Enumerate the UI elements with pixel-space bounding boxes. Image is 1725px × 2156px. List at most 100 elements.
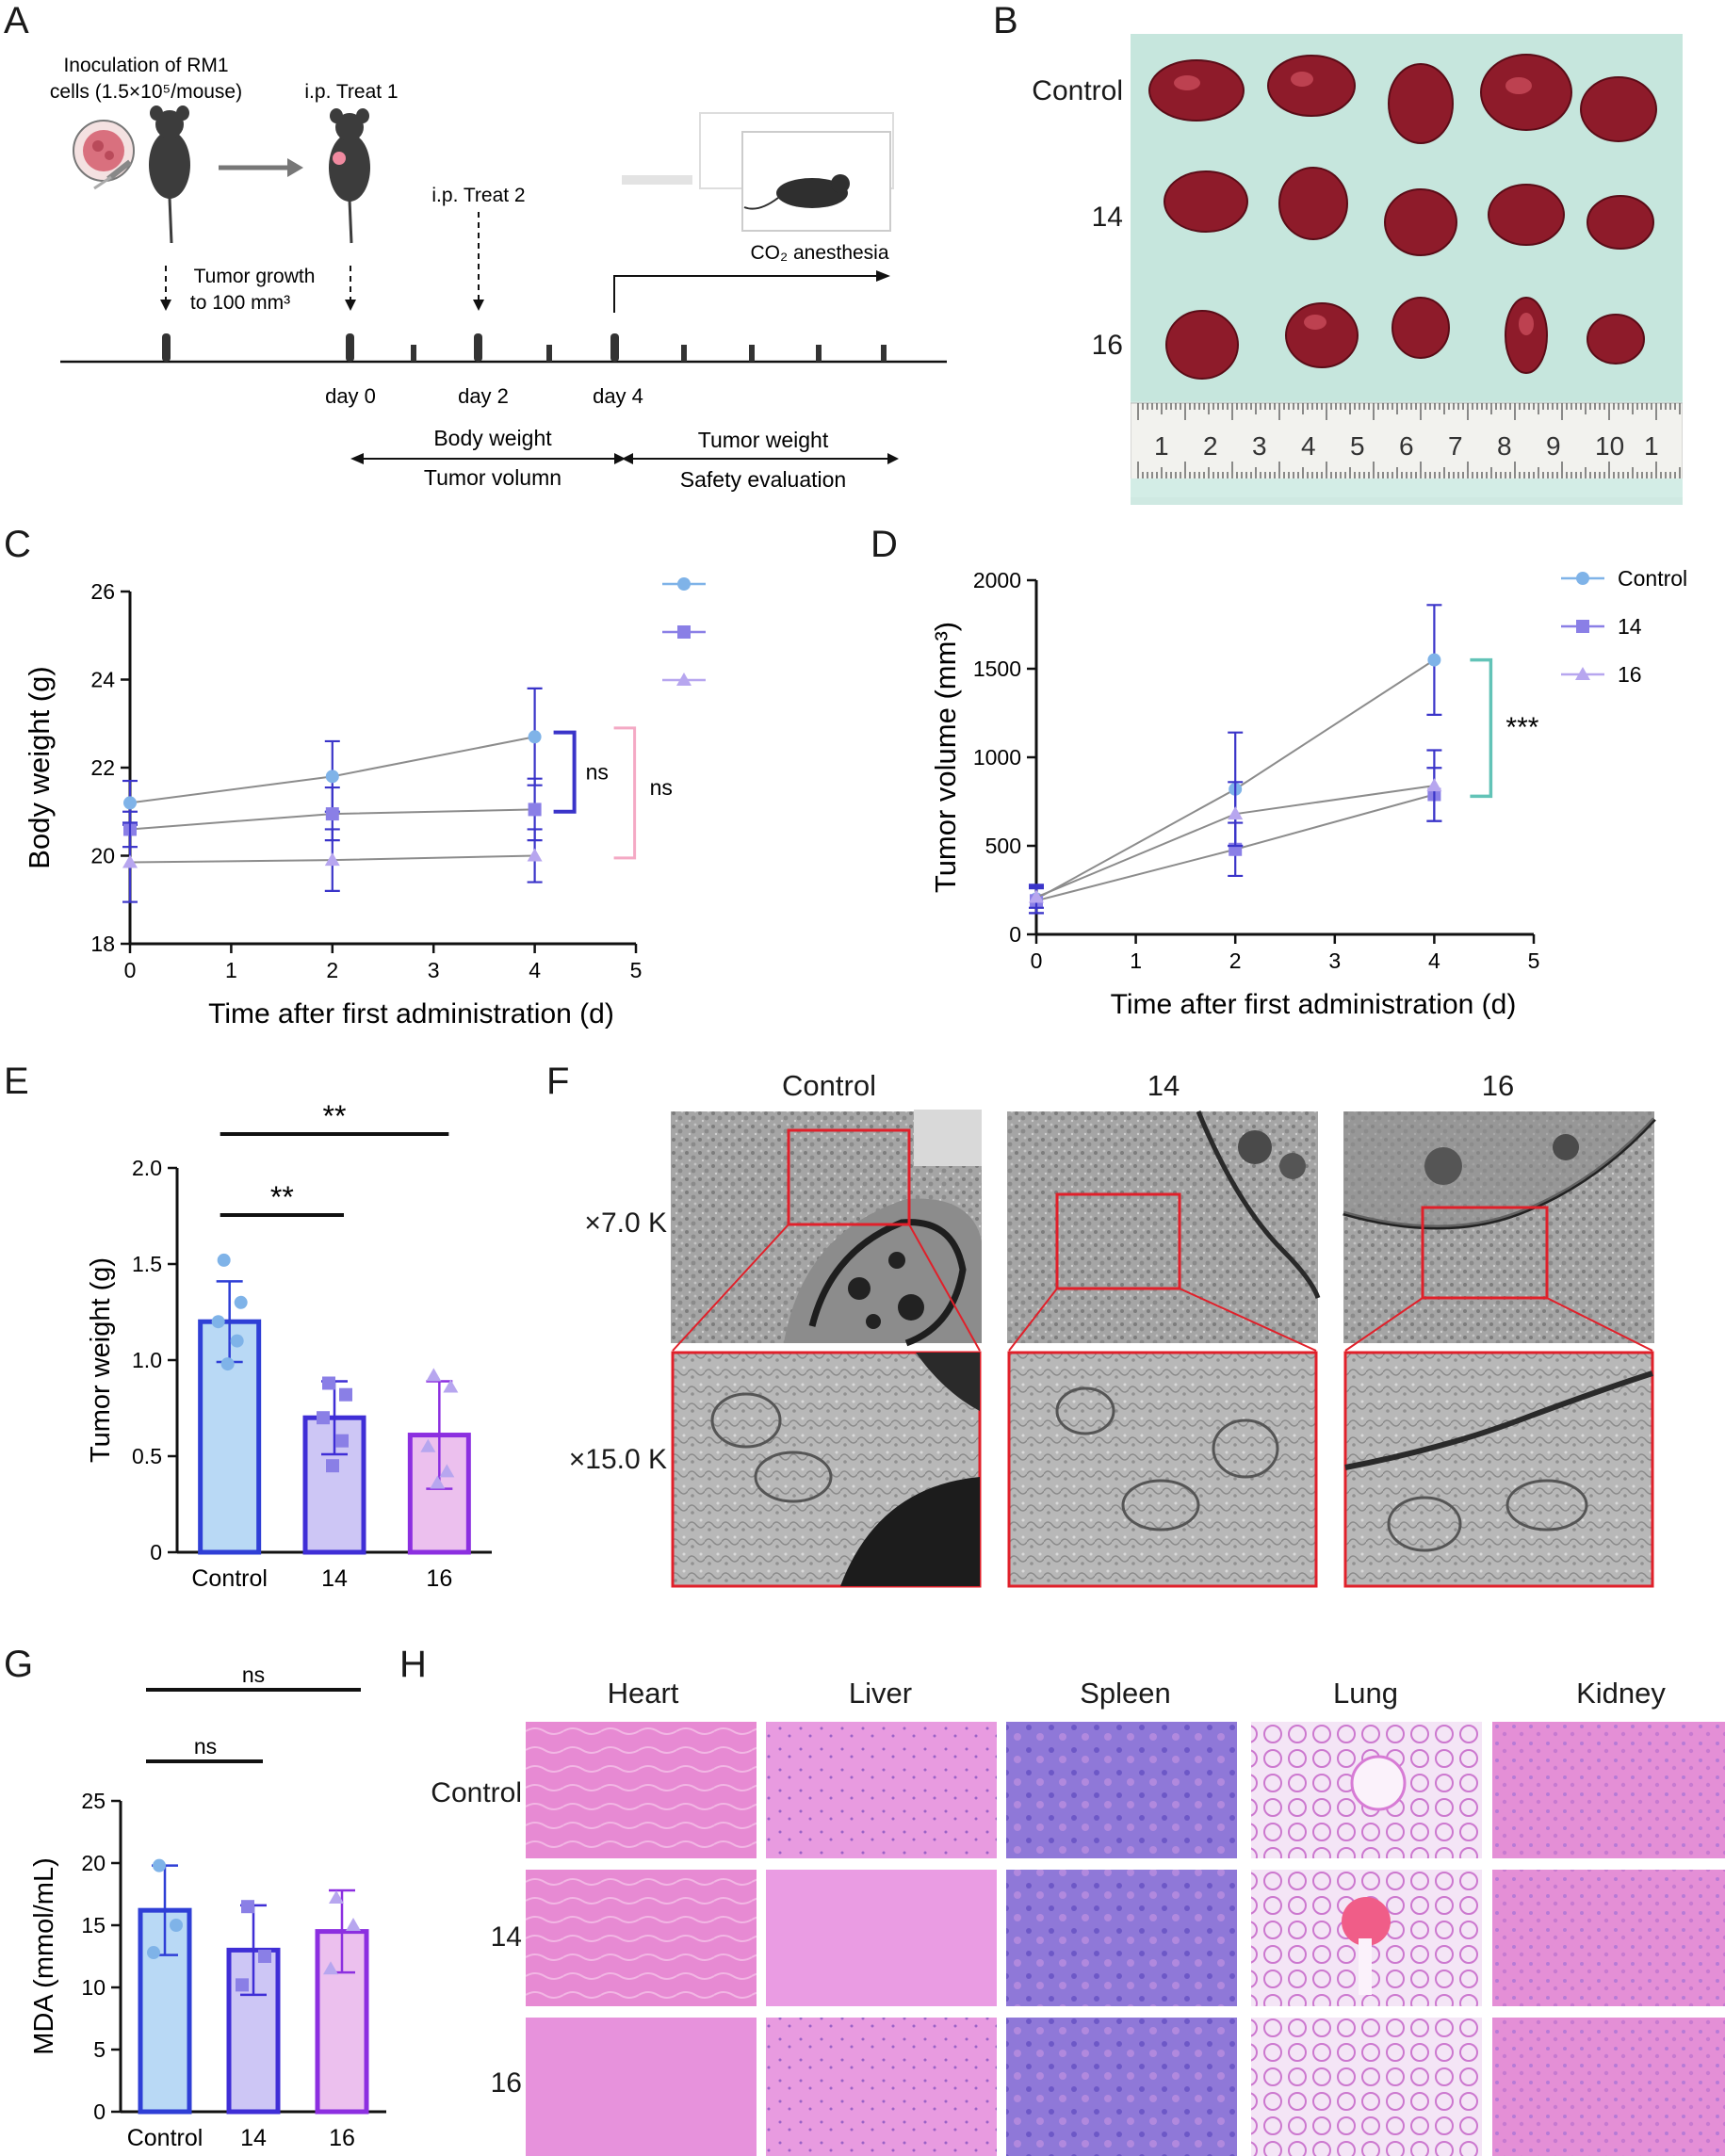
x-tick-label: 3 — [428, 958, 440, 982]
ruler-number: 5 — [1350, 431, 1365, 461]
day0-label: day 0 — [325, 384, 376, 408]
panel-label-g: G — [4, 1644, 34, 1685]
panel-label-b: B — [993, 0, 1018, 41]
data-point — [430, 1475, 446, 1489]
data-point — [234, 1295, 248, 1309]
significance-label: ns — [194, 1734, 217, 1759]
y-tick-label: 15 — [81, 1913, 106, 1937]
data-point — [346, 1918, 361, 1931]
tem-15k-16 — [1343, 1351, 1654, 1588]
data-point — [325, 770, 339, 784]
panel-label-d: D — [871, 524, 898, 565]
data-point — [153, 1858, 166, 1872]
y-tick-label: 10 — [81, 1975, 106, 2000]
data-point — [527, 848, 543, 862]
x-tick-label: 16 — [426, 1565, 452, 1592]
he-row-label-16: 16 — [490, 2067, 522, 2099]
x-tick-label: Control — [127, 2125, 203, 2151]
growth-label-line1: Tumor growth — [194, 266, 316, 287]
tem-7k-14 — [1007, 1110, 1321, 1343]
data-point — [211, 1315, 225, 1329]
treatment-schematic: Inoculation of RM1 cells (1.5×10⁵/mouse)… — [50, 55, 947, 492]
data-point — [217, 1253, 231, 1267]
tem-col-label-16: 16 — [1481, 1069, 1515, 1102]
inoculation-label-line2: cells (1.5×10⁵/mouse) — [50, 81, 242, 103]
y-axis-label: Body weight (g) — [23, 666, 56, 868]
x-axis-label: Time after first administration (d) — [208, 998, 614, 1029]
y-tick-label: 1000 — [973, 745, 1021, 770]
data-point — [1576, 620, 1589, 633]
data-point — [1029, 889, 1044, 903]
significance-label: *** — [1505, 712, 1538, 743]
tumor-volumn-label: Tumor volumn — [424, 465, 561, 490]
ruler-number: 9 — [1546, 431, 1561, 461]
panel-label-a: A — [4, 0, 29, 41]
tem-col-label-14: 14 — [1147, 1069, 1180, 1102]
data-point — [236, 1978, 249, 1992]
x-tick-label: 2 — [1229, 948, 1242, 973]
mda-chart: 0 5 10 15 20 25 MDA (mmol/mL) Control 14 16 ns ns — [29, 1667, 386, 2151]
y-tick-label: 1.5 — [132, 1252, 162, 1276]
he-col-label-spleen: Spleen — [1080, 1677, 1171, 1710]
series-16 — [1029, 749, 1442, 909]
y-tick-label: 2.0 — [132, 1156, 162, 1180]
y-tick-label: 20 — [81, 1851, 106, 1875]
data-point — [1427, 653, 1441, 667]
data-point — [317, 1411, 330, 1425]
he-col-label-heart: Heart — [607, 1677, 679, 1710]
y-tick-label: 5 — [93, 2037, 106, 2062]
data-point — [339, 1387, 352, 1402]
body-weight-chart: 18 20 22 24 26 0 1 2 3 4 5 Time after first adminis… — [23, 577, 706, 1029]
x-tick-label: 1 — [225, 958, 237, 982]
y-tick-label: 0 — [93, 2099, 106, 2124]
y-tick-label: 500 — [985, 834, 1021, 858]
panel-label-f: F — [546, 1061, 570, 1102]
y-tick-label: 1500 — [973, 657, 1021, 681]
data-point — [676, 673, 692, 686]
legend-label: 16 — [1618, 662, 1642, 687]
photo-row-label-14: 14 — [1091, 202, 1123, 233]
ruler-number: 1 — [1644, 431, 1659, 461]
legend-label: Control — [1618, 566, 1687, 591]
bar — [198, 1319, 262, 1555]
x-axis-label: Time after first administration (d) — [1111, 989, 1517, 1020]
y-tick-label: 25 — [81, 1789, 106, 1813]
significance-bracket — [613, 726, 637, 860]
legend-label: 14 — [1618, 614, 1642, 639]
panel-label-c: C — [4, 524, 31, 565]
data-point — [335, 1434, 349, 1448]
body-weight-label: Body weight — [433, 426, 552, 450]
data-point — [326, 1459, 339, 1473]
timeline-ticks — [162, 333, 887, 362]
significance-label: ns — [242, 1667, 265, 1687]
x-tick-label: 2 — [326, 958, 338, 982]
tem-15k-control — [671, 1351, 982, 1588]
tumor-volume-chart: 0 500 1000 1500 2000 0 1 2 3 4 5 Time after first a… — [929, 566, 1687, 1020]
tem-7k-control — [671, 1110, 982, 1347]
he-row-label-14: 14 — [490, 1921, 522, 1953]
tumor-weight-label: Tumor weight — [698, 428, 829, 452]
data-point — [528, 802, 542, 817]
data-point — [528, 730, 542, 744]
y-tick-label: 22 — [90, 755, 115, 780]
series-16 — [122, 821, 543, 903]
co2-label: CO₂ anesthesia — [750, 242, 888, 264]
co2-chamber-icon — [622, 112, 894, 232]
data-point — [324, 852, 340, 867]
data-point — [426, 1368, 442, 1382]
data-point — [322, 1376, 335, 1390]
y-axis-label: Tumor volume (mm³) — [929, 622, 962, 893]
x-tick-label: 14 — [321, 1565, 348, 1592]
inoculation-label-line1: Inoculation of RM1 — [63, 55, 228, 76]
tumor-photo: 1 2 3 4 5 6 7 8 9 10 1 — [1131, 34, 1683, 505]
y-tick-label: 0 — [150, 1540, 162, 1564]
safety-label: Safety evaluation — [680, 467, 846, 492]
y-axis-label: Tumor weight (g) — [86, 1257, 116, 1463]
data-point — [170, 1919, 183, 1932]
data-point — [1426, 778, 1442, 792]
y-tick-label: 24 — [90, 668, 115, 692]
zoom-lines — [672, 1224, 1653, 1352]
data-point — [325, 807, 339, 821]
dashed-arrows — [165, 212, 480, 300]
data-point — [329, 1889, 344, 1904]
